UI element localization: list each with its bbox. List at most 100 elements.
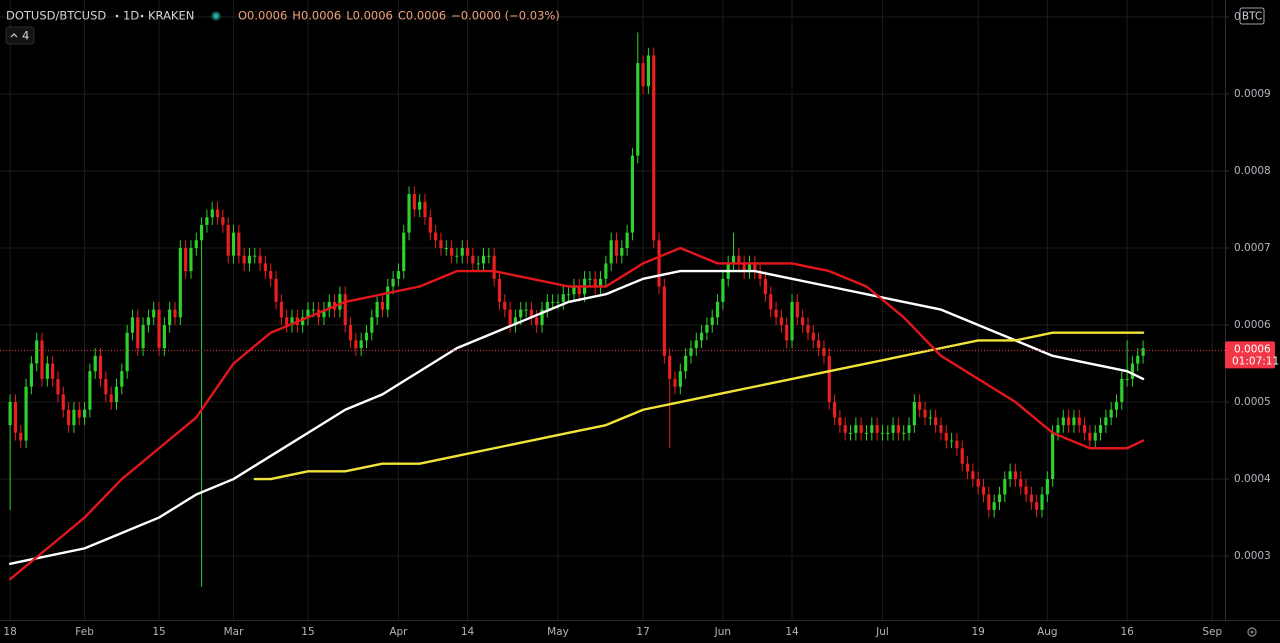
candle-body [1040,494,1044,510]
candle-body [13,402,18,433]
candle-body [104,378,108,395]
candle-body [370,317,374,333]
candle-body [875,425,879,433]
candle-body [944,432,948,441]
candle-body [981,486,986,495]
candle-body [391,278,395,287]
candle-body [790,301,794,341]
candle-body [178,248,182,318]
candle-body [556,301,560,303]
candle-body [907,425,911,433]
candle-body [173,309,177,318]
candle-body [992,502,996,510]
candle-body [742,263,746,272]
x-tick-label: Feb [75,626,94,638]
candle-body [141,325,145,349]
candle-body [1136,355,1140,364]
candle-body [795,301,799,318]
candle-body [753,263,757,272]
candle-body [492,255,496,279]
candle-body [269,271,273,279]
candle-body [827,355,831,403]
ohlc-value: C0.0006 [398,9,446,23]
candle-body [641,63,645,87]
candle-body [221,217,225,225]
ohlc-value: L0.0006 [346,9,393,23]
candle-body [684,355,688,372]
x-tick-label: 14 [461,626,475,638]
x-tick-label: Jun [714,626,731,638]
candle-body [162,325,166,349]
candle-body [263,263,268,272]
candle-body [386,286,390,310]
y-tick-label: 0 [1234,11,1241,23]
candle-body [184,248,188,272]
candle-body [652,55,656,241]
candle-body [434,232,438,241]
x-tick-label: 17 [636,626,649,638]
gear-hub [1250,630,1254,634]
candle-body [774,309,778,318]
candle-body [747,263,752,272]
candle-body [35,340,39,364]
candle-body [412,194,416,210]
x-tick-label: Jul [875,626,889,638]
candle-body [146,317,150,326]
settings-button[interactable] [1247,627,1257,637]
candle-body [758,271,762,279]
candle-body [987,494,991,510]
candle-body [465,248,470,256]
candle-body [375,301,379,318]
currency-badge[interactable] [1239,7,1265,25]
candle-body [1130,363,1135,379]
separator [140,14,144,18]
candle-body [253,255,257,257]
y-tick-label: 0.0007 [1234,242,1271,254]
candle-body [40,340,44,379]
currency: BTC [1242,11,1262,23]
candle-body [364,332,369,341]
header: DOTUSD/BTCUSD 1D KRAKEN O0.0006 H0.0006 L0… [5,9,560,45]
candle-body [811,332,815,341]
candle-body [891,425,895,433]
candle-body [1045,479,1049,495]
candle-body [1093,432,1097,441]
candle-body [519,309,523,318]
candle-body [1104,417,1108,426]
candle-body [396,271,400,279]
candle-body [237,232,241,256]
candle-body [1029,494,1033,503]
y-tick-label: 0.0005 [1234,396,1271,408]
candle-body [880,432,885,434]
candle-body [487,255,491,257]
candle-body [231,232,236,256]
interval: 1D [123,9,139,23]
candle-body [1098,425,1103,433]
candle-body [918,402,922,410]
candle-body [737,255,741,264]
candle-body [8,402,12,426]
market-status[interactable] [213,13,219,19]
candle-body [88,371,92,410]
candle-body [609,240,613,264]
candle-body [1003,479,1007,495]
exchange: KRAKEN [148,9,194,23]
candle-body [1061,417,1065,426]
candle-body [577,286,581,295]
moving-average-line [8,246,1145,581]
x-tick-label: May [547,626,569,638]
candle-body [806,325,810,333]
x-tick-label: 15 [301,626,314,638]
indicators-toggle[interactable] [5,26,35,45]
x-tick-label: Sep [1202,626,1222,638]
candle-body [997,494,1002,503]
candle-body [939,425,943,433]
candle-body [1088,432,1092,441]
candle-body [444,248,448,249]
candle-body [428,217,432,233]
plot-area [0,32,1225,587]
candle-body [673,378,677,387]
candle-body [705,325,709,333]
candle-body [508,309,512,326]
